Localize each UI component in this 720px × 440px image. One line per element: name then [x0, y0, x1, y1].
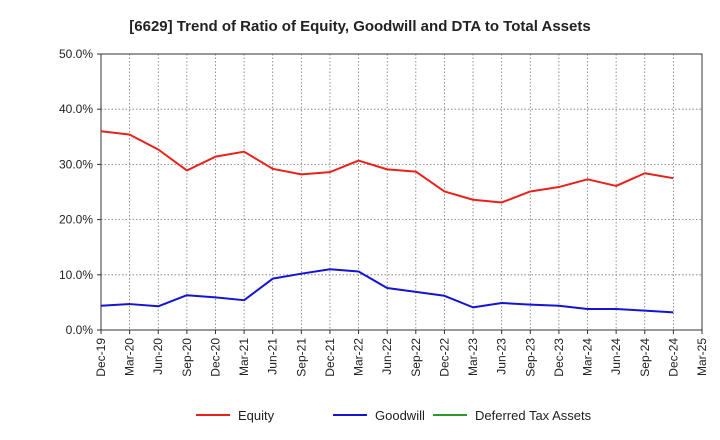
x-tick-label: Jun-21 — [266, 338, 280, 375]
legend-label-equity: Equity — [238, 408, 275, 423]
x-tick-label: Mar-21 — [237, 338, 251, 376]
plot-area: 0.0% 10.0% 20.0% 30.0% 40.0% 50.0% Dec-19 Mar-2… — [59, 47, 709, 377]
legend-label-goodwill: Goodwill — [375, 408, 425, 423]
x-tick-label: Dec-22 — [437, 338, 451, 377]
x-tick-label: Sep-20 — [180, 338, 194, 377]
plot-frame — [100, 53, 703, 331]
x-tick-label: Mar-22 — [352, 338, 366, 376]
x-tick-label: Dec-24 — [666, 338, 680, 377]
x-tick-label: Jun-24 — [609, 338, 623, 375]
y-tick-label: 30.0% — [59, 157, 93, 171]
x-tick-label: Jun-22 — [380, 338, 394, 375]
x-tick-label: Sep-21 — [294, 338, 308, 377]
y-tick-label: 40.0% — [59, 102, 93, 116]
x-tick-label: Jun-23 — [495, 338, 509, 375]
x-tick-label: Dec-20 — [208, 338, 222, 377]
x-tick-label: Mar-23 — [466, 338, 480, 376]
x-tick-label: Mar-24 — [581, 338, 595, 376]
x-tick-label: Sep-22 — [409, 338, 423, 377]
x-tick-label: Mar-20 — [123, 338, 137, 376]
y-tick-label: 50.0% — [59, 47, 93, 61]
legend-label-deferred-tax-assets: Deferred Tax Assets — [475, 408, 592, 423]
x-tick-label: Dec-21 — [323, 338, 337, 377]
x-tick-label: Dec-23 — [552, 338, 566, 377]
legend: Equity Goodwill Deferred Tax Assets — [196, 408, 592, 423]
x-tick-label: Mar-25 — [695, 338, 709, 376]
x-tick-label: Sep-23 — [523, 338, 537, 377]
y-tick-label: 0.0% — [66, 323, 94, 337]
chart-title: [6629] Trend of Ratio of Equity, Goodwil… — [129, 18, 590, 35]
x-tick-label: Dec-19 — [94, 338, 108, 377]
y-tick-label: 10.0% — [59, 268, 93, 282]
y-tick-label: 20.0% — [59, 213, 93, 227]
plot-background — [101, 54, 702, 330]
x-tick-label: Sep-24 — [638, 338, 652, 377]
x-tick-label: Jun-20 — [151, 338, 165, 375]
